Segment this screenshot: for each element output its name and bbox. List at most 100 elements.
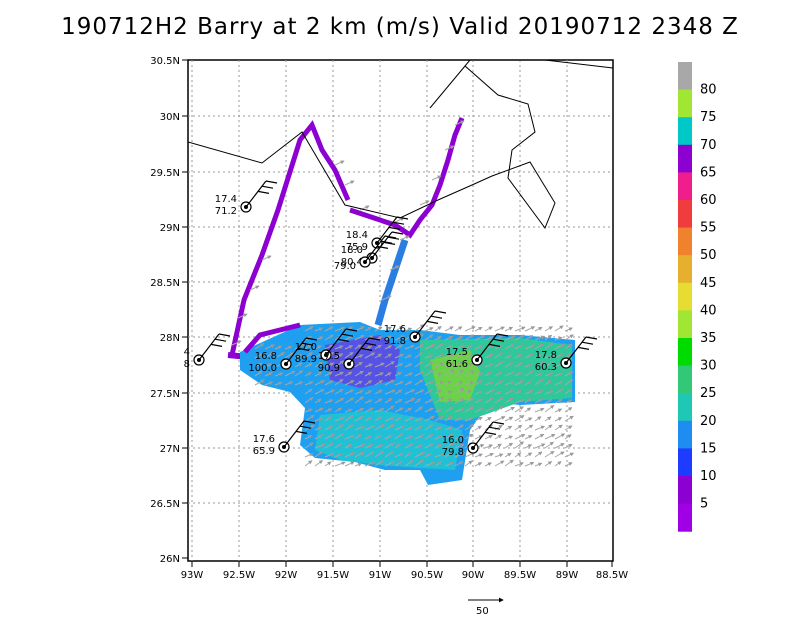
- wind-vector: [534, 361, 546, 368]
- y-tick-label: 26N: [160, 554, 180, 565]
- wind-vector: [414, 425, 423, 431]
- wind-barb-flag: [496, 333, 509, 337]
- wind-vector: [344, 180, 355, 186]
- wind-vector: [261, 255, 272, 261]
- wind-vector: [404, 354, 413, 359]
- wind-vector: [444, 451, 454, 458]
- station-s12: 17.665.9: [253, 420, 316, 457]
- wind-vector: [354, 396, 365, 404]
- wind-vector: [524, 434, 533, 440]
- wind-vector: [474, 335, 486, 341]
- wind-vector: [404, 426, 414, 431]
- wind-vector: [354, 416, 364, 422]
- wind-vector: [444, 461, 455, 467]
- colorbar-label: 25: [700, 386, 717, 401]
- wind-vector: [364, 390, 373, 395]
- wind-vector: [434, 461, 443, 467]
- wind-vector: [314, 451, 324, 458]
- wind-vector: [454, 336, 464, 341]
- x-tick-label: 89.5W: [504, 570, 536, 581]
- wind-vector: [554, 417, 563, 422]
- wind-vector: [414, 444, 423, 449]
- wind-vector: [344, 461, 355, 467]
- wind-vector: [544, 342, 554, 350]
- colorbar-label: 30: [700, 359, 717, 374]
- wind-vector: [414, 434, 425, 440]
- wind-vector: [254, 370, 263, 377]
- wind-vector: [384, 460, 396, 467]
- wind-vector: [404, 327, 413, 332]
- wind-vector: [294, 354, 303, 359]
- wind-vector: [504, 435, 514, 440]
- wind-vector: [514, 415, 525, 422]
- station-s9: 17.590.9: [318, 337, 381, 374]
- wind-barb-flag: [210, 343, 223, 347]
- wind-vector: [434, 325, 442, 332]
- y-tick-label: 29.5N: [150, 168, 180, 179]
- wind-vector: [374, 416, 382, 422]
- wind-vector: [384, 389, 396, 395]
- wind-barb-flag: [391, 231, 404, 235]
- wind-barb-flag: [387, 236, 400, 240]
- wind-vector: [314, 327, 324, 332]
- wind-vector: [554, 336, 563, 341]
- colorbar-segment: [678, 420, 692, 449]
- wind-vector: [334, 397, 345, 404]
- wind-barb-flag: [581, 341, 594, 345]
- wind-vector: [334, 442, 343, 449]
- coastline: [188, 60, 613, 230]
- wind-vector: [334, 453, 342, 458]
- wind-vector: [544, 326, 553, 332]
- x-tick-label: 93W: [181, 570, 204, 581]
- wind-vector: [424, 442, 435, 449]
- wind-vector: [314, 426, 323, 431]
- wind-vector: [334, 160, 345, 166]
- wind-vector: [454, 344, 466, 350]
- wind-vector: [344, 414, 355, 422]
- wind-vector: [304, 453, 314, 458]
- wind-vector: [424, 361, 434, 368]
- wind-vector: [454, 360, 464, 368]
- wind-vector: [364, 352, 376, 359]
- wind-barb-flag: [341, 333, 354, 337]
- wind-vector: [544, 433, 556, 440]
- wind-vector: [324, 461, 332, 467]
- wind-vector: [424, 434, 434, 440]
- wind-vector: [414, 459, 425, 467]
- wind-vector: [324, 389, 336, 395]
- wind-vector: [414, 343, 425, 350]
- wind-barb-flag: [301, 342, 314, 346]
- wind-vector: [404, 443, 414, 449]
- swath-west-track: [229, 120, 351, 356]
- wind-vector: [434, 416, 444, 422]
- y-tick-label: 26.5N: [150, 499, 180, 510]
- station-temp-label: 17.5: [318, 351, 340, 362]
- wind-vector: [394, 344, 404, 350]
- wind-vector: [544, 441, 554, 449]
- wind-vector: [504, 406, 515, 413]
- wind-barb: [348, 337, 370, 365]
- wind-vector: [354, 462, 363, 467]
- wind-vector: [384, 442, 395, 449]
- wind-vector: [484, 353, 494, 359]
- station-temp-label: 17.5: [446, 347, 468, 358]
- wind-vector: [514, 389, 522, 395]
- wind-vector: [544, 353, 555, 359]
- wind-vector: [454, 417, 463, 422]
- wind-vector: [524, 407, 532, 413]
- wind-vector: [394, 381, 404, 386]
- station-s13: 16.079.8: [442, 421, 505, 458]
- wind-vector: [524, 461, 535, 467]
- wind-vector: [249, 285, 260, 291]
- wind-vector: [364, 435, 373, 440]
- station-s11: 17.860.3: [535, 336, 598, 373]
- wind-vector: [424, 415, 435, 422]
- colorbar-label: 15: [700, 441, 717, 456]
- wind-vector: [524, 370, 534, 377]
- wind-vector: [514, 344, 524, 350]
- wind-vector: [344, 380, 355, 386]
- wind-vector: [514, 353, 523, 359]
- wind-vector: [414, 389, 425, 395]
- y-tick-label: 27.5N: [150, 389, 180, 400]
